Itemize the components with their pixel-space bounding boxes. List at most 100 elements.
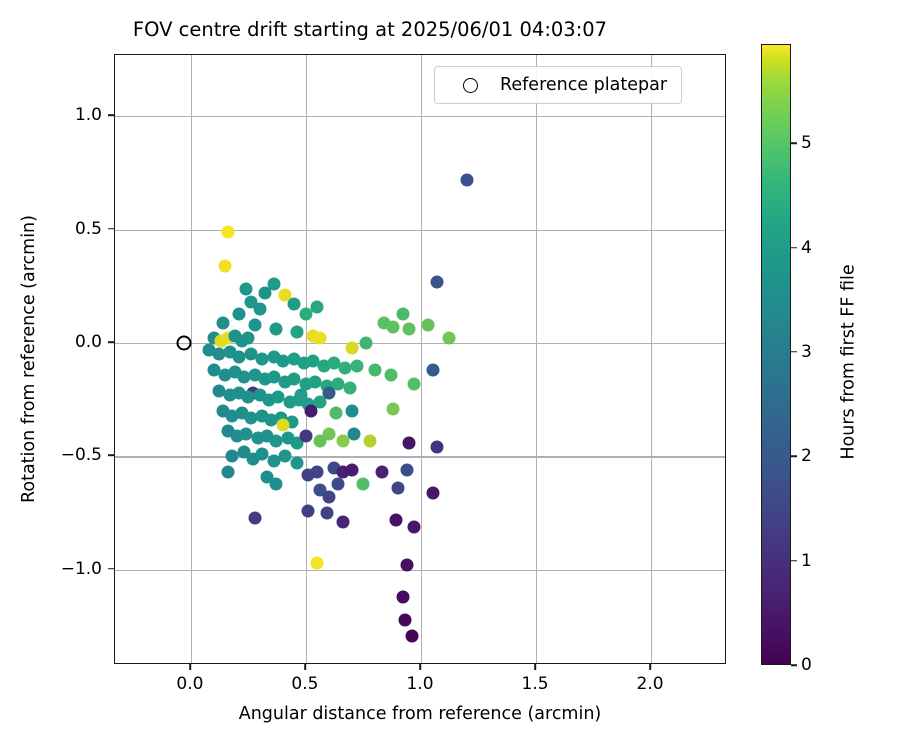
scatter-point: [386, 402, 400, 416]
scatter-point: [218, 259, 232, 273]
scatter-point: [232, 350, 246, 364]
colorbar-tick-label: 3: [801, 341, 812, 362]
scatter-point: [310, 300, 324, 314]
legend: Reference platepar: [434, 66, 683, 104]
gridline: [115, 229, 725, 231]
colorbar-tick-mark: [791, 351, 797, 353]
scatter-point: [253, 302, 267, 316]
scatter-point: [269, 434, 283, 447]
scatter-point: [276, 418, 290, 432]
scatter-point: [347, 427, 361, 441]
scatter-point: [405, 629, 419, 643]
y-tick-label: 0.0: [74, 331, 102, 352]
scatter-point: [327, 356, 341, 370]
scatter-point: [331, 377, 345, 391]
y-tick-label: 0.5: [74, 218, 102, 239]
scatter-point: [338, 361, 352, 375]
colorbar-tick-mark: [791, 559, 797, 562]
gridline: [536, 55, 538, 663]
scatter-point: [400, 463, 414, 477]
scatter-point: [320, 506, 334, 520]
gridline: [115, 116, 725, 118]
scatter-point: [396, 307, 410, 320]
scatter-point: [299, 429, 313, 443]
scatter-point: [402, 436, 416, 450]
scatter-point: [248, 511, 262, 525]
scatter-point: [255, 352, 269, 366]
colorbar-tick-label: 2: [801, 446, 812, 467]
scatter-point: [350, 359, 364, 373]
x-tick-label: 0.5: [291, 674, 319, 694]
x-tick-label: 2.0: [636, 674, 664, 694]
colorbar-tick-label: 0: [801, 655, 812, 675]
scatter-point: [356, 477, 370, 491]
scatter-point: [345, 463, 359, 477]
scatter-point: [396, 590, 410, 604]
gridline: [651, 55, 653, 663]
scatter-point: [232, 307, 246, 320]
scatter-point: [290, 325, 304, 339]
scatter-point: [345, 341, 359, 355]
gridline: [115, 342, 725, 345]
scatter-point: [322, 427, 336, 441]
scatter-point: [363, 434, 377, 447]
y-tick-label: −0.5: [60, 445, 102, 466]
x-tick-mark: [189, 664, 191, 670]
scatter-point: [359, 336, 373, 350]
scatter-point: [237, 370, 251, 384]
scatter-point: [322, 386, 336, 400]
scatter-point: [241, 331, 255, 345]
scatter-point: [442, 331, 456, 345]
scatter-point: [241, 390, 255, 404]
scatter-point: [386, 320, 400, 334]
scatter-point: [345, 404, 359, 418]
page-title: FOV centre drift starting at 2025/06/01 …: [132, 18, 608, 41]
scatter-point: [331, 477, 345, 491]
scatter-point: [258, 286, 272, 300]
scatter-point: [400, 558, 414, 572]
colorbar-tick-mark: [791, 246, 797, 249]
colorbar-tick-mark: [791, 455, 797, 457]
scatter-point: [216, 316, 230, 330]
gridline: [115, 456, 725, 458]
y-axis-label: Rotation from reference (arcmin): [19, 215, 39, 503]
scatter-point: [248, 318, 262, 332]
scatter-point: [267, 277, 281, 291]
scatter-point: [278, 449, 292, 463]
x-axis-label: Angular distance from reference (arcmin): [238, 704, 602, 724]
scatter-point: [329, 406, 343, 420]
y-tick-mark: [108, 227, 114, 230]
scatter-point: [287, 372, 301, 386]
scatter-point: [221, 225, 235, 239]
scatter-point: [301, 504, 315, 518]
scatter-point: [290, 456, 304, 470]
scatter-point: [276, 354, 290, 368]
scatter-point: [221, 465, 235, 479]
y-tick-mark: [108, 341, 114, 343]
scatter-point: [460, 173, 474, 187]
y-tick-label: 1.0: [74, 105, 102, 126]
scatter-plot-axes: [114, 54, 726, 664]
scatter-point: [313, 395, 327, 409]
scatter-point: [384, 368, 398, 382]
x-tick-mark: [304, 664, 306, 670]
scatter-point: [322, 490, 336, 504]
scatter-point: [306, 354, 320, 368]
scatter-point: [239, 282, 253, 296]
y-tick-mark: [108, 114, 114, 117]
x-tick-label: 1.5: [521, 674, 549, 694]
colorbar-tick-label: 1: [801, 550, 812, 571]
colorbar-gradient: [761, 44, 791, 665]
scatter-point: [299, 307, 313, 320]
gridline: [115, 569, 725, 571]
scatter-point: [294, 388, 308, 402]
scatter-point: [368, 363, 382, 377]
scatter-point: [407, 520, 421, 534]
reference-platepar-marker: [176, 335, 192, 351]
x-tick-mark: [534, 664, 536, 670]
colorbar-tick-label: 5: [801, 133, 812, 154]
scatter-point: [212, 384, 226, 398]
y-tick-mark: [108, 454, 114, 457]
scatter-point: [244, 347, 258, 361]
